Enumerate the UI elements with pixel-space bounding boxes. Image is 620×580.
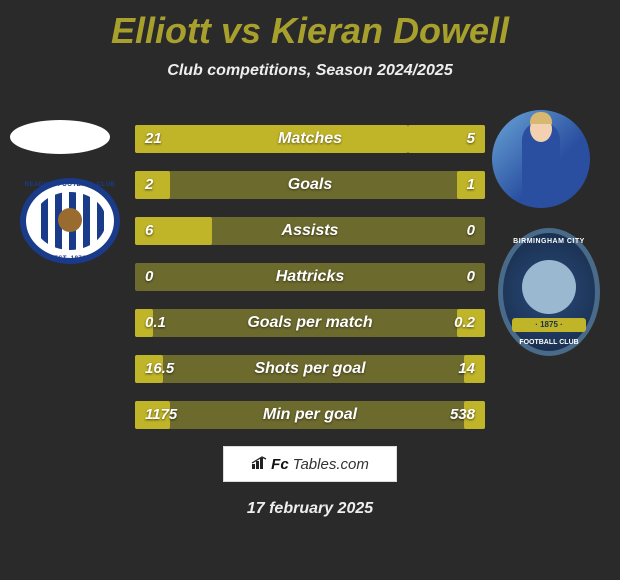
stat-row: 1175 538 Min per goal <box>135 401 485 429</box>
stat-row: 16.5 14 Shots per goal <box>135 355 485 383</box>
club-crest-right: BIRMINGHAM CITY · 1875 · FOOTBALL CLUB <box>498 228 600 356</box>
generated-date: 17 february 2025 <box>0 500 620 518</box>
crest-right-text-bot: FOOTBALL CLUB <box>498 339 600 346</box>
stat-value-right: 0 <box>457 263 485 291</box>
stat-value-right: 0.2 <box>444 309 485 337</box>
stat-value-left: 0 <box>135 263 163 291</box>
crest-right-ribbon: · 1875 · <box>512 318 586 332</box>
season-subtitle: Club competitions, Season 2024/2025 <box>0 62 620 80</box>
stat-row: 0 0 Hattricks <box>135 263 485 291</box>
watermark-bold: Fc <box>271 456 289 473</box>
stat-value-right: 5 <box>457 125 485 153</box>
crest-left-text-bot: EST. 1871 <box>20 256 120 262</box>
stat-fill-left <box>135 125 408 153</box>
stat-row: 6 0 Assists <box>135 217 485 245</box>
fctables-watermark: FcTables.com <box>223 446 397 482</box>
stat-row: 0.1 0.2 Goals per match <box>135 309 485 337</box>
watermark-rest: Tables.com <box>293 456 369 473</box>
stat-value-right: 538 <box>440 401 485 429</box>
stat-value-left: 16.5 <box>135 355 184 383</box>
crest-right-text-top: BIRMINGHAM CITY <box>498 238 600 245</box>
stat-value-left: 21 <box>135 125 172 153</box>
crest-left-text-top: READING FOOTBALL CLUB <box>20 182 120 188</box>
stat-row: 21 5 Matches <box>135 125 485 153</box>
club-crest-left: READING FOOTBALL CLUB EST. 1871 <box>20 178 120 264</box>
stat-value-left: 1175 <box>135 401 187 429</box>
player1-avatar <box>10 120 110 154</box>
player2-name: Kieran Dowell <box>271 10 509 51</box>
stat-value-right: 14 <box>448 355 485 383</box>
stat-value-left: 6 <box>135 217 163 245</box>
chart-icon <box>251 456 267 473</box>
stat-value-left: 0.1 <box>135 309 176 337</box>
player1-name: Elliott <box>111 10 211 51</box>
stat-value-left: 2 <box>135 171 163 199</box>
stats-container: 21 5 Matches 2 1 Goals 6 0 Assists 0 0 H… <box>135 125 485 447</box>
comparison-title: Elliott vs Kieran Dowell <box>0 0 620 52</box>
vs-label: vs <box>221 10 261 51</box>
stat-value-right: 0 <box>457 217 485 245</box>
stat-row: 2 1 Goals <box>135 171 485 199</box>
player2-avatar <box>492 110 590 208</box>
stat-value-right: 1 <box>457 171 485 199</box>
